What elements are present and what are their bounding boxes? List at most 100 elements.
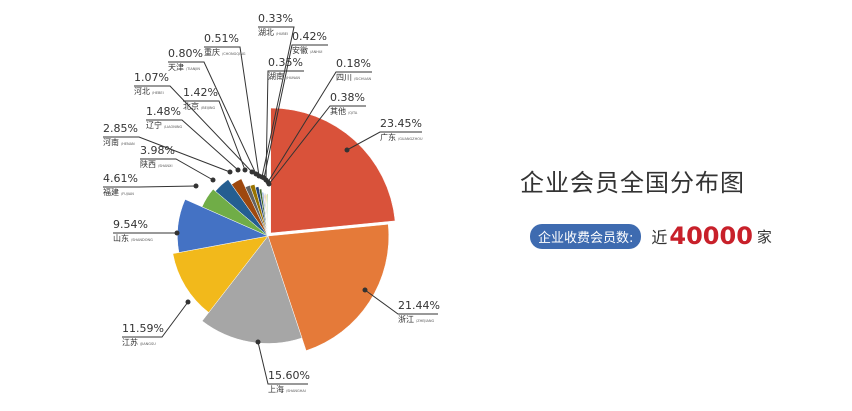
slice-name-cn: 辽宁 xyxy=(146,121,162,130)
slice-name-cn: 河北 xyxy=(134,87,150,96)
slice-label: 1.48% 辽宁/LIAONING xyxy=(146,106,182,130)
slice-label: 0.80% 天津/TIANJIN xyxy=(168,48,203,72)
slice-name: 江苏/JIANGSU xyxy=(122,336,164,347)
slice-name: 广东/GUANGZHOU xyxy=(380,131,423,142)
slice-name-cn: 北京 xyxy=(183,102,199,111)
slice-name-cn: 江苏 xyxy=(122,338,138,347)
slice-pinyin: /TIANJIN xyxy=(186,67,201,71)
slice-name-cn: 广东 xyxy=(380,133,396,142)
slice-percent: 15.60% xyxy=(268,369,310,382)
slice-name: 安徽/ANHUI xyxy=(292,44,327,55)
slice-pinyin: /SHANXI xyxy=(158,164,173,168)
leader-dot xyxy=(210,177,216,183)
slice-name: 福建/FUJIAN xyxy=(103,186,138,197)
pie-slice-shanxi xyxy=(215,179,269,237)
slice-percent: 23.45% xyxy=(380,117,422,130)
slice-name-cn: 湖北 xyxy=(258,28,274,37)
slice-name-cn: 湖南 xyxy=(268,72,284,81)
slice-label: 23.45% 广东/GUANGZHOU xyxy=(380,118,423,142)
leader-line xyxy=(258,26,295,178)
slice-percent: 1.48% xyxy=(146,105,181,118)
member-count-badge: 企业收费会员数: xyxy=(530,223,642,249)
slice-label: 0.33% 湖北/HUBEI xyxy=(258,13,293,37)
slice-label: 4.61% 福建/FUJIAN xyxy=(103,173,138,197)
pie-slice-anhui xyxy=(264,193,269,237)
leader-dot xyxy=(235,167,241,173)
slice-pinyin: /ANHUI xyxy=(310,50,323,54)
slice-pinyin: /HUNAN xyxy=(286,76,301,80)
leader-dot xyxy=(227,169,233,175)
leader-line xyxy=(134,85,253,173)
slice-name-cn: 重庆 xyxy=(204,48,220,57)
slice-name: 辽宁/LIAONING xyxy=(146,119,182,130)
slice-name: 湖南/HUNAN xyxy=(268,70,303,81)
slice-label: 0.51% 重庆/CHONGQING xyxy=(204,33,245,57)
pie-slice-chongqing xyxy=(261,191,269,237)
slice-label: 1.07% 河北/HEBEI xyxy=(134,72,169,96)
slice-name: 浙江/ZHEJIANG xyxy=(398,313,440,324)
slice-name: 天津/TIANJIN xyxy=(168,61,203,72)
slice-name-cn: 安徽 xyxy=(292,46,308,55)
slice-pinyin: /SICHUAN xyxy=(354,77,372,81)
leader-line xyxy=(265,70,304,181)
pie-slice-beijing xyxy=(249,184,269,237)
pie-slice-shanghai xyxy=(201,235,303,344)
slice-pinyin: /ZHEJIANG xyxy=(416,319,435,323)
slice-name-cn: 河南 xyxy=(103,138,119,147)
leader-line xyxy=(103,136,231,173)
slice-percent: 0.80% xyxy=(168,47,203,60)
slice-percent: 9.54% xyxy=(113,218,148,231)
slice-percent: 1.07% xyxy=(134,71,169,84)
leader-dot xyxy=(249,169,255,175)
slice-percent: 0.38% xyxy=(330,91,365,104)
member-count: 40000 xyxy=(669,222,753,250)
slice-pinyin: /CHONGQING xyxy=(222,52,246,56)
leader-line xyxy=(364,289,438,315)
slice-label: 3.98% 陕西/SHANXI xyxy=(140,145,175,169)
slice-name: 河南/HENAN xyxy=(103,136,138,147)
slice-name: 陕西/SHANXI xyxy=(140,158,175,169)
pie-slice-liaoning xyxy=(244,184,269,237)
member-summary: 企业收费会员数: 近 40000 家 xyxy=(530,222,772,250)
approx-prefix: 近 xyxy=(651,228,668,247)
slice-name-cn: 四川 xyxy=(336,73,352,82)
slice-percent: 3.98% xyxy=(140,144,175,157)
slice-label: 0.18% 四川/SICHUAN xyxy=(336,58,371,82)
slice-percent: 1.42% xyxy=(183,86,218,99)
slice-name-cn: 天津 xyxy=(168,63,184,72)
slice-pinyin: /FUJIAN xyxy=(121,192,134,196)
slice-label: 0.35% 湖南/HUNAN xyxy=(268,57,303,81)
slice-pinyin: /QITA xyxy=(348,111,358,115)
slice-name: 四川/SICHUAN xyxy=(336,71,371,82)
slice-name: 北京/BEIJING xyxy=(183,100,218,111)
leader-dot xyxy=(193,183,199,189)
slice-percent: 4.61% xyxy=(103,172,138,185)
leader-line xyxy=(168,61,257,175)
pie-slice-qita xyxy=(266,193,269,237)
slice-name: 河北/HEBEI xyxy=(134,85,169,96)
leader-line xyxy=(267,71,372,183)
slice-name: 上海/SHANGHAI xyxy=(268,383,310,394)
slice-label: 1.42% 北京/BEIJING xyxy=(183,87,218,111)
slice-percent: 2.85% xyxy=(103,122,138,135)
slice-label: 0.38% 其他/QITA xyxy=(330,92,365,116)
pie-slice-tianjin xyxy=(258,188,269,237)
slice-percent: 11.59% xyxy=(122,322,164,335)
slice-percent: 0.51% xyxy=(204,32,239,45)
pie-slice-guangzhou xyxy=(270,107,396,234)
slice-pinyin: /HENAN xyxy=(121,142,135,146)
slice-name-cn: 浙江 xyxy=(398,315,414,324)
slice-pinyin: /HEBEI xyxy=(152,91,164,95)
leader-line xyxy=(257,341,308,385)
slice-pinyin: /LIAONING xyxy=(164,125,183,129)
pie-slice-hebei xyxy=(255,186,269,237)
leader-dot xyxy=(185,299,191,305)
leader-line xyxy=(183,100,246,171)
pie-slice-shandong xyxy=(177,199,269,253)
leader-dot xyxy=(362,287,368,293)
leader-line xyxy=(263,44,328,179)
leader-dot xyxy=(255,339,261,345)
slice-pinyin: /HUBEI xyxy=(276,32,289,36)
slice-name: 山东/SHANDONG xyxy=(113,232,153,243)
